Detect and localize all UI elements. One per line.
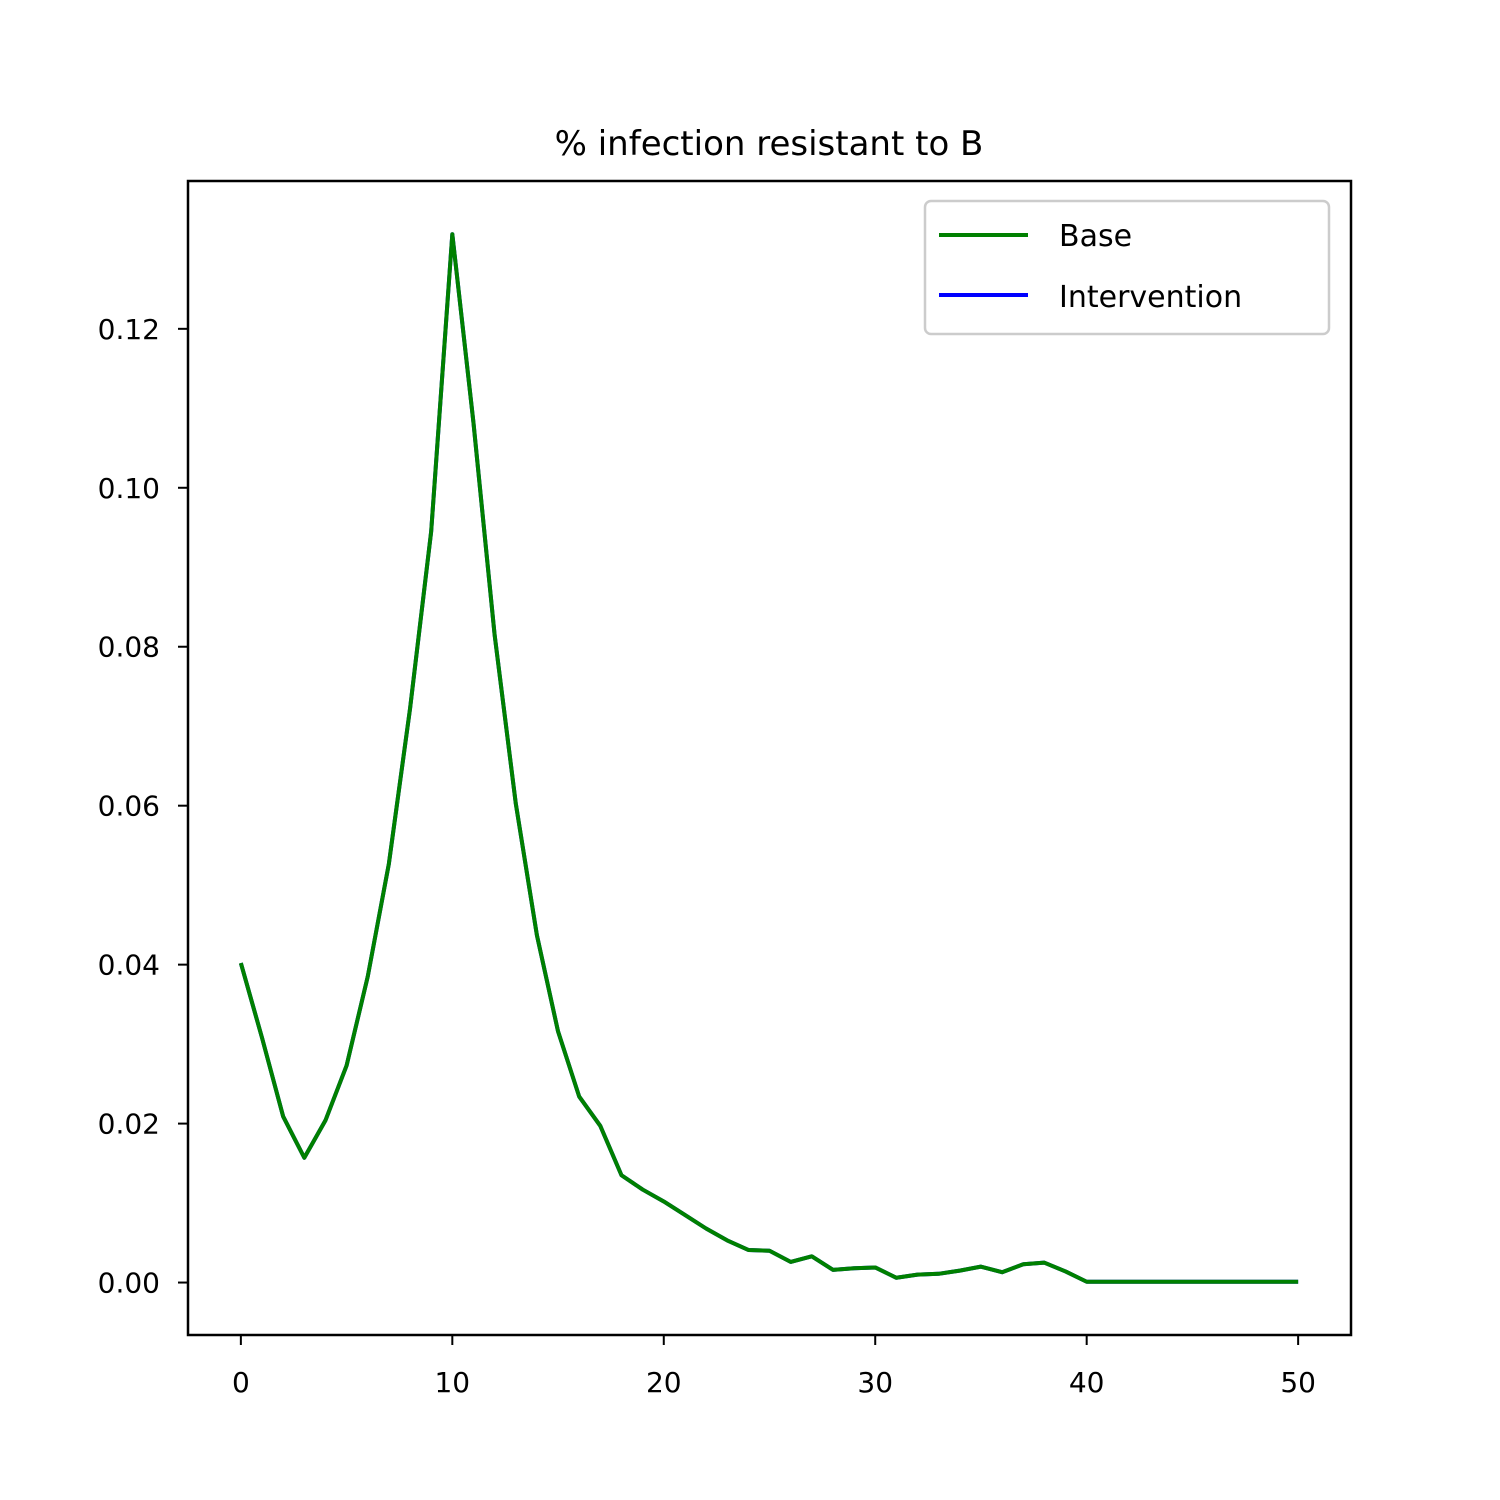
x-tick-label: 20 [646,1366,682,1399]
y-tick-label: 0.04 [98,949,160,982]
legend-label-intervention: Intervention [1059,280,1242,315]
x-tick-label: 0 [232,1366,250,1399]
series-line-base [238,232,1299,1284]
y-tick-label: 0.10 [98,472,160,505]
y-tick-label: 0.06 [98,790,160,823]
x-axis: 0 10 20 30 40 50 [232,1335,1316,1399]
x-tick-label: 10 [434,1366,470,1399]
y-tick-label: 0.02 [98,1108,160,1141]
y-tick-label: 0.08 [98,631,160,664]
x-tick-label: 40 [1069,1366,1105,1399]
series-layer [238,232,1299,1284]
plot-frame [186,179,1353,1337]
x-tick-label: 50 [1280,1366,1316,1399]
y-axis: 0.00 0.02 0.04 0.06 0.08 0.10 0.12 [98,313,188,1300]
chart-title: % infection resistant to B [555,124,984,164]
legend: Base Intervention [923,199,1331,336]
legend-label-base: Base [1059,219,1132,254]
y-tick-label: 0.00 [98,1267,160,1300]
y-tick-label: 0.12 [98,313,160,346]
x-tick-label: 30 [857,1366,893,1399]
